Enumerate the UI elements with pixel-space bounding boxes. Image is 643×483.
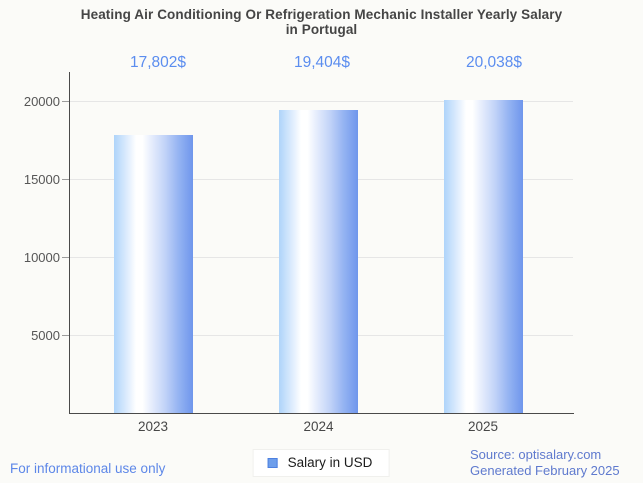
- x-axis-label-2024: 2024: [303, 419, 334, 434]
- chart-title-line1: Heating Air Conditioning Or Refrigeratio…: [80, 7, 563, 22]
- value-label-2023: 17,802$: [129, 54, 187, 71]
- bar-2024[interactable]: [279, 109, 358, 413]
- x-axis-label-2023: 2023: [137, 419, 169, 434]
- y-axis-tick-label-15000: 15000: [23, 171, 60, 187]
- y-axis-tick-label-5000: 5000: [31, 327, 60, 343]
- y-axis-line: [69, 72, 70, 414]
- y-axis-tick-10000: [62, 256, 69, 258]
- source-text-line1: Source: optisalary.com: [470, 447, 602, 462]
- y-axis-tick-label-10000: 10000: [23, 249, 60, 265]
- source-text-line2: Generated February 2025: [470, 462, 620, 478]
- y-axis-tick-15000: [62, 178, 69, 180]
- y-axis-tick-20000: [62, 100, 69, 102]
- bar-2023[interactable]: [113, 134, 193, 413]
- legend-box: Salary in USD: [252, 449, 390, 477]
- bar-2025[interactable]: [443, 99, 523, 413]
- disclaimer-text: For informational use only: [10, 461, 166, 476]
- source-attribution: Source: optisalary.com Generated Februar…: [470, 447, 620, 478]
- chart-title-line2: in Portugal: [285, 22, 358, 37]
- y-axis-tick-label-20000: 20000: [23, 93, 60, 109]
- value-label-2024: 19,404$: [293, 54, 351, 71]
- x-axis-label-2025: 2025: [467, 419, 499, 434]
- legend-label: Salary in USD: [287, 455, 373, 470]
- value-label-2025: 20,038$: [465, 54, 523, 71]
- gridline-20000: [69, 100, 573, 102]
- y-axis-tick-5000: [62, 334, 69, 336]
- x-axis-line: [69, 413, 574, 414]
- legend-swatch-icon: [267, 457, 278, 468]
